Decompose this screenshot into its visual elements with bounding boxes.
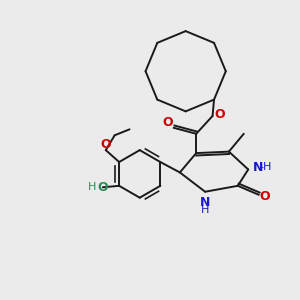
Text: N: N (200, 196, 210, 209)
Text: -H: -H (259, 162, 272, 172)
Text: O: O (260, 190, 271, 203)
Text: O: O (97, 181, 107, 194)
Text: O: O (100, 138, 111, 151)
Text: N: N (253, 160, 263, 174)
Text: O: O (215, 108, 225, 121)
Text: H: H (201, 205, 209, 215)
Text: H: H (88, 182, 97, 192)
Text: O: O (163, 116, 173, 129)
